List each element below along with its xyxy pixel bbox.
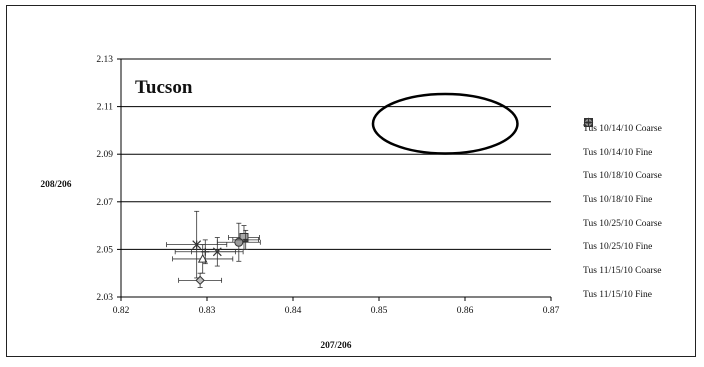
asterisk-marker (192, 240, 202, 250)
legend-label: Tus 10/14/10 Fine (583, 147, 653, 158)
legend-label: Tus 10/18/10 Fine (583, 194, 653, 205)
legend-label: Tus 10/18/10 Coarse (583, 171, 662, 182)
chart-title: Tucson (135, 77, 193, 98)
y-tick-label: 2.09 (96, 150, 113, 160)
x-tick-label: 0.86 (457, 306, 474, 316)
data-point (228, 225, 260, 250)
data-point (178, 272, 223, 288)
legend-item: Tus 10/25/10 Coarse (583, 118, 662, 236)
legend-label: Tus 10/25/10 Coarse (583, 218, 662, 229)
triangle-marker (197, 253, 208, 263)
y-tick-label: 2.07 (96, 198, 113, 208)
data-point (172, 244, 234, 274)
y-tick-label: 2.05 (96, 245, 113, 255)
data-point (174, 239, 236, 265)
legend: Tus 10/14/10 Coarse Tus 10/14/10 Fine Tus … (583, 117, 662, 307)
data-point (232, 229, 260, 250)
legend-label: Tus 10/14/10 Coarse (583, 123, 662, 134)
legend-item: Tus 11/15/10 Fine (583, 121, 662, 307)
y-tick-label: 2.13 (96, 55, 113, 65)
data-point (216, 222, 261, 262)
x-tick-label: 0.84 (285, 306, 302, 316)
y-tick-label: 2.03 (96, 293, 113, 303)
legend-item: Tus 11/15/10 Coarse (583, 118, 662, 283)
data-point (166, 210, 228, 279)
x-tick-label: 0.85 (371, 306, 388, 316)
legend-item: Tus 10/18/10 Coarse (583, 117, 662, 188)
legend-item: Tus 10/18/10 Fine (583, 118, 662, 212)
x-axis-label: 207/206 (320, 341, 351, 351)
circle-marker (234, 237, 244, 247)
square-marker (239, 233, 249, 242)
x-tick-label: 0.82 (113, 306, 130, 316)
chart-frame (6, 5, 696, 357)
y-axis-label: 208/206 (40, 180, 71, 190)
legend-item: Tus 10/14/10 Fine (583, 118, 662, 165)
legend-label: Tus 11/15/10 Coarse (583, 265, 662, 276)
x-tick-label: 0.83 (199, 306, 216, 316)
diamond-marker (195, 275, 205, 286)
legend-label: Tus 11/15/10 Fine (583, 289, 652, 300)
legend-item: Tus 10/14/10 Coarse (583, 117, 662, 141)
y-tick-label: 2.11 (97, 103, 114, 113)
annotation-ellipse (371, 92, 519, 155)
legend-marker-icon (586, 121, 591, 124)
legend-item: Tus 10/25/10 Fine (583, 118, 662, 259)
x-tick-label: 0.87 (543, 306, 560, 316)
plus-marker (201, 247, 210, 256)
legend-label: Tus 10/25/10 Fine (583, 242, 653, 253)
